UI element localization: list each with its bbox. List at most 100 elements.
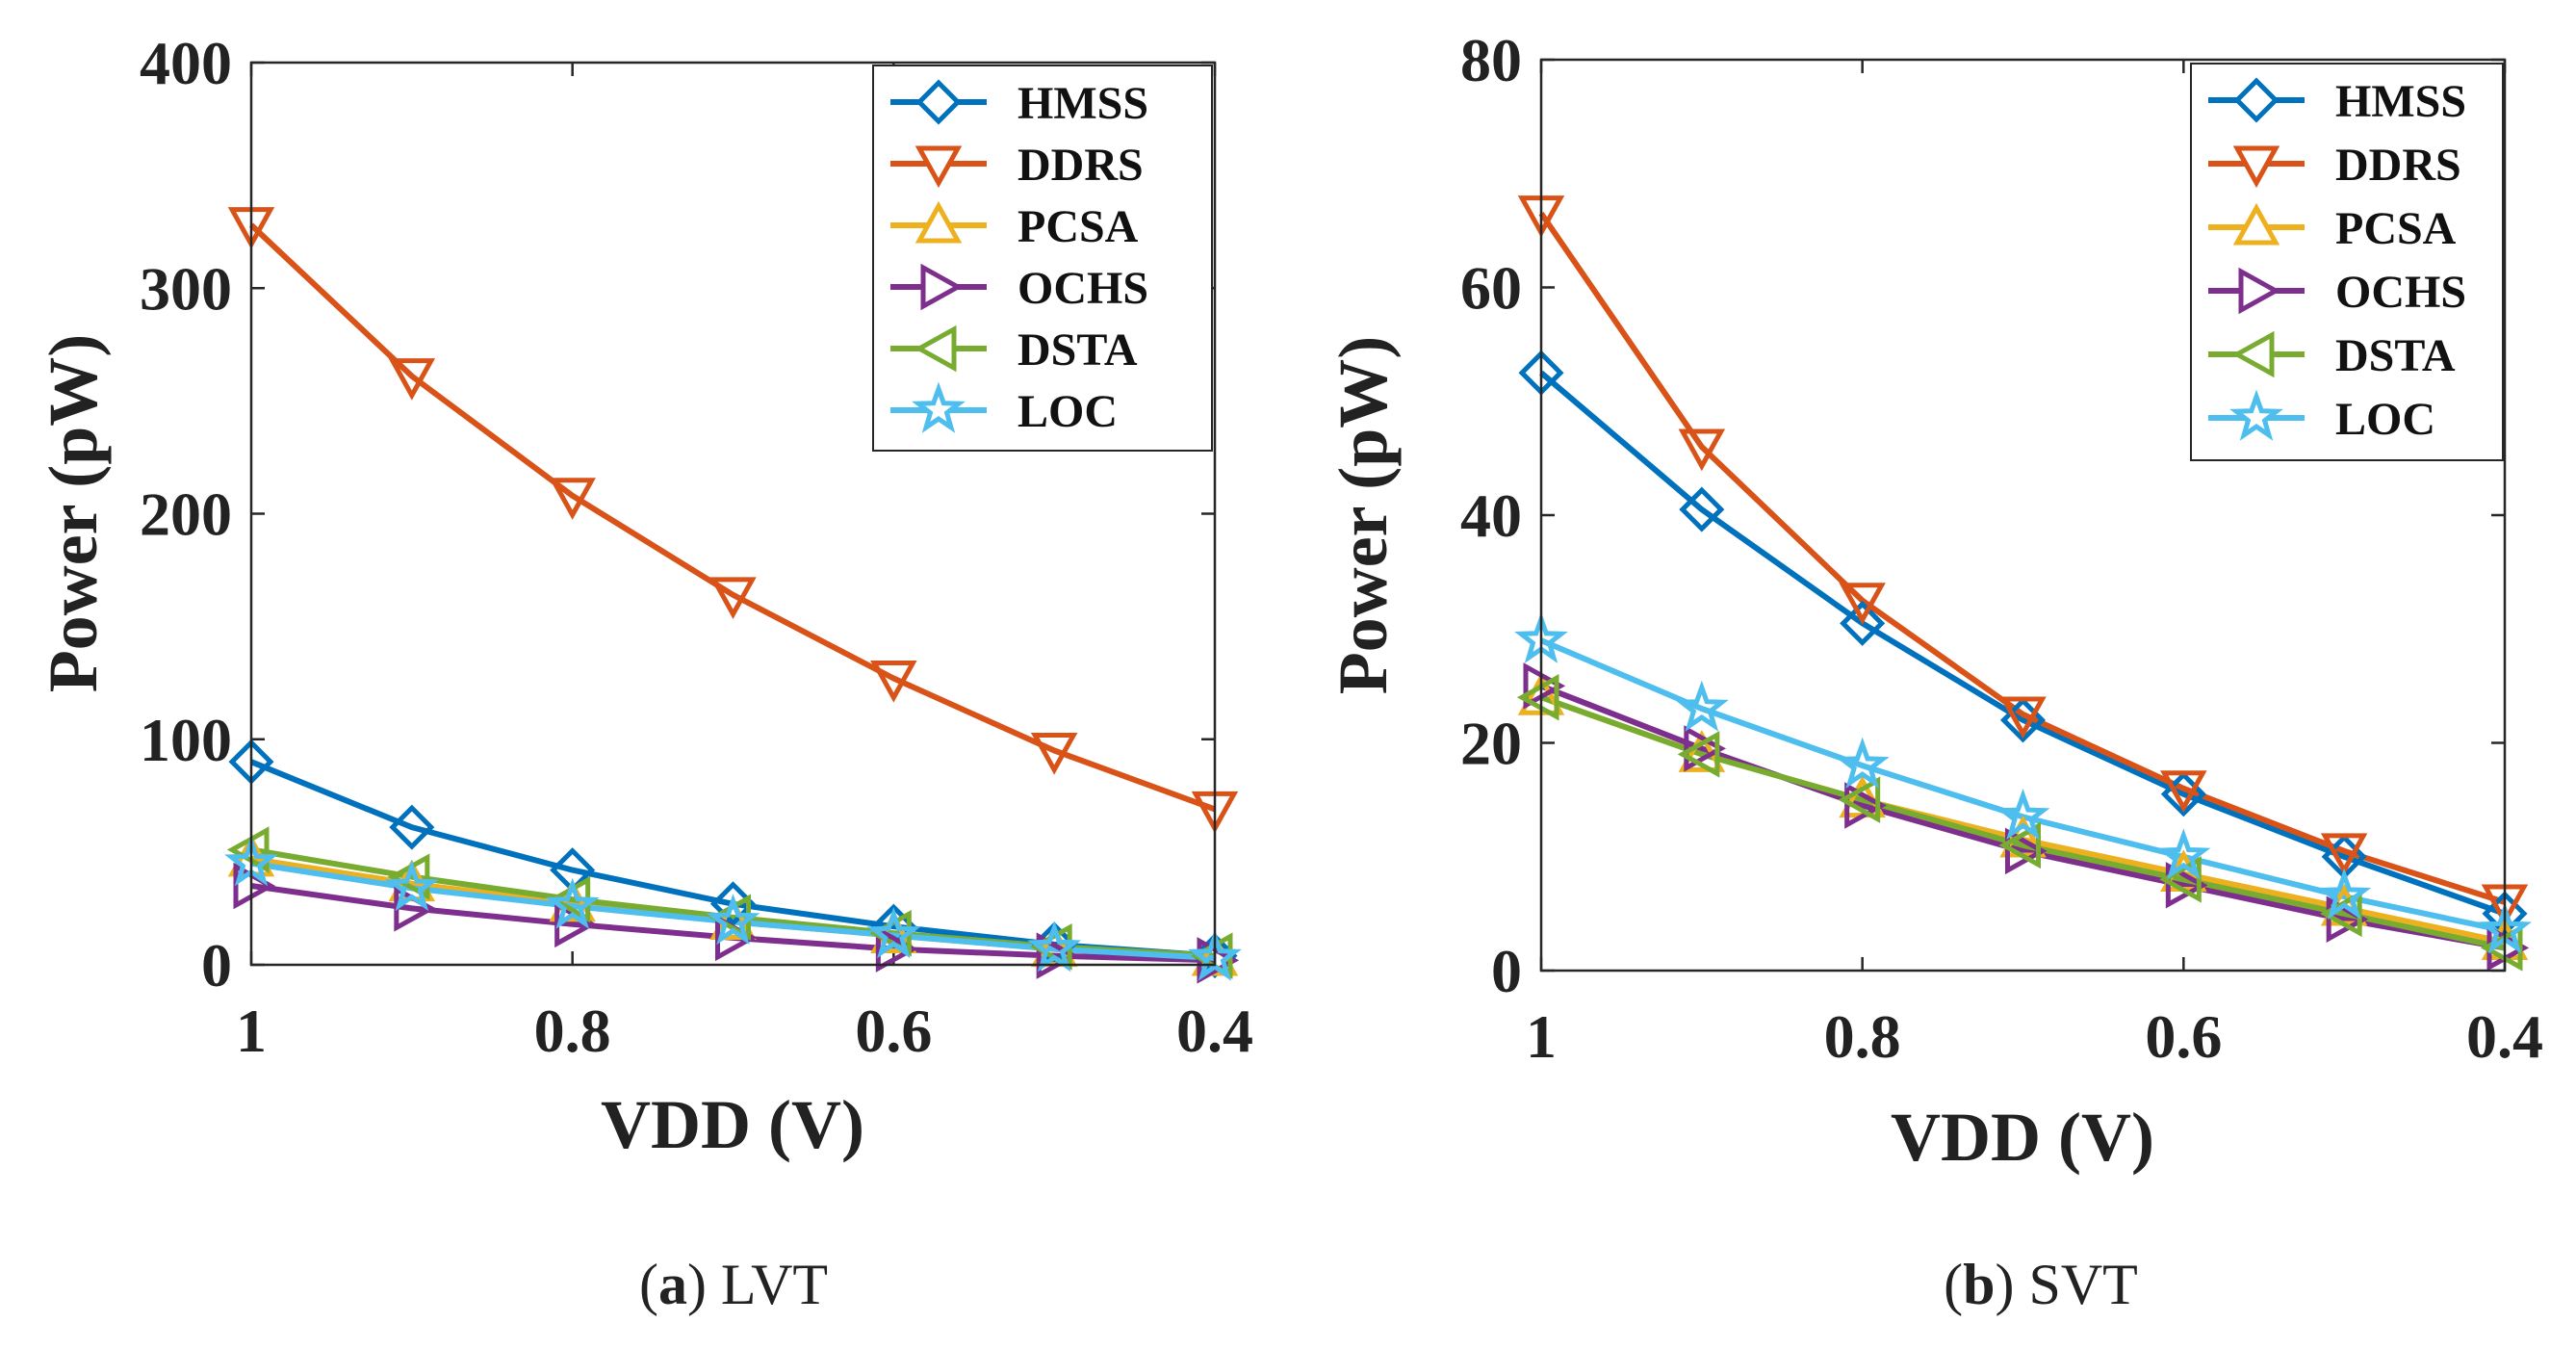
data-point-ddrs (1839, 583, 1886, 625)
data-point-ochs (875, 925, 918, 973)
data-point-ochs (2326, 895, 2369, 944)
data-point-loc (1674, 680, 1729, 732)
data-point-loc (1027, 921, 1082, 973)
data-point-ddrs (2160, 770, 2207, 813)
x-tick-label: 0.6 (855, 997, 932, 1065)
x-axis-label: VDD (V) (601, 1086, 864, 1163)
legend-marker-hmss (915, 79, 962, 125)
data-point-dsta (1516, 673, 1559, 721)
x-tick-label: 0.6 (2145, 1002, 2222, 1071)
y-tick-label: 80 (1460, 26, 1522, 94)
legend-label-pcsa: PCSA (2335, 203, 2457, 254)
y-tick-label: 0 (201, 931, 232, 999)
series-line-ddrs (1538, 211, 2506, 905)
x-tick-label: 1 (1526, 1002, 1557, 1071)
legend-marker-ochs (2238, 267, 2281, 315)
data-point-dsta (2159, 856, 2202, 903)
legend-label-loc: LOC (1018, 386, 1118, 437)
x-tick-label: 0.8 (534, 997, 611, 1065)
legend-marker-hmss (2233, 77, 2280, 123)
x-tick-label: 0.4 (1176, 997, 1253, 1065)
legend-label-hmss: HMSS (2335, 76, 2466, 127)
x-tick-label: 0.8 (1824, 1002, 1901, 1071)
legend-marker-ochs (920, 263, 964, 311)
y-tick-label: 20 (1460, 710, 1522, 778)
series-line-hmss (1539, 370, 2507, 917)
y-tick-label: 400 (140, 29, 232, 97)
data-point-ochs (1844, 782, 1887, 829)
data-point-ddrs (1678, 428, 1726, 472)
legend-marker-ddrs (2232, 145, 2280, 189)
series-markers (224, 207, 1242, 984)
caption: (b) SVT (1944, 1253, 2138, 1316)
y-axis-label: Power (pW) (1325, 336, 1402, 695)
legend-label-loc: LOC (2335, 394, 2435, 445)
legend-label-pcsa: PCSA (1018, 201, 1139, 252)
y-tick-labels: 0 20 40 60 80 (1460, 26, 1522, 1005)
legend-marker-pcsa (914, 200, 963, 244)
chart-panel-svt: 0 20 40 60 80 1 0.8 0.6 0.4 VDD (V) Powe… (1325, 26, 2543, 1316)
data-point-dsta (1838, 776, 1881, 823)
y-tick-labels: 0 100 200 300 400 (140, 29, 232, 999)
legend-box (2190, 63, 2504, 461)
data-point-ochs (233, 862, 276, 910)
series-line-ochs (1539, 683, 2506, 951)
legend-box (872, 65, 1213, 452)
caption: (a) LVT (639, 1253, 828, 1316)
x-tick-label: 0.4 (2466, 1002, 2543, 1071)
legend-marker-dsta (914, 324, 957, 373)
x-axis-label: VDD (V) (1891, 1099, 2154, 1176)
x-tick-labels: 1 0.8 0.6 0.4 (236, 997, 1253, 1065)
data-point-ddrs (870, 661, 917, 703)
data-point-loc (2317, 868, 2372, 920)
data-point-ochs (2005, 827, 2048, 875)
axes-box (249, 61, 1217, 967)
data-point-loc (706, 894, 760, 946)
x-tick-labels: 1 0.8 0.6 0.4 (1526, 1002, 2543, 1071)
caption-letter: b (1963, 1253, 1995, 1316)
legend-marker-ddrs (914, 145, 963, 189)
data-point-ochs (2165, 862, 2208, 909)
y-tick-label: 60 (1460, 254, 1522, 323)
data-point-hmss (389, 804, 435, 850)
data-point-ddrs (1030, 732, 1078, 775)
data-point-hmss (1840, 600, 1886, 646)
series-line-ddrs (248, 222, 1217, 813)
y-tick-label: 0 (1491, 937, 1522, 1005)
chart-panel-lvt: 0 100 200 300 400 1 0.8 0.6 0.4 VDD (V) … (35, 29, 1253, 1316)
data-point-hmss (1679, 486, 1725, 532)
data-point-loc (1996, 789, 2050, 841)
data-point-loc (866, 907, 921, 959)
data-point-ddrs (1999, 696, 2047, 739)
data-point-ochs (1684, 725, 1726, 772)
data-point-loc (2156, 828, 2211, 880)
legend-marker-dsta (2231, 330, 2275, 378)
legend-label-hmss: HMSS (1018, 78, 1148, 129)
legend-label-ochs: OCHS (2335, 267, 2466, 318)
y-tick-label: 100 (140, 706, 232, 774)
caption-text: SVT (2028, 1253, 2137, 1316)
legend-marker-loc (2229, 389, 2283, 441)
data-point-loc (384, 860, 439, 912)
legend-label-dsta: DSTA (1018, 324, 1138, 376)
caption-text: LVT (721, 1253, 828, 1316)
legend: HMSS DDRS PCSA OCHS DSTA LOC (2190, 63, 2504, 461)
data-point-ddrs (2320, 833, 2368, 875)
data-point-loc (545, 877, 600, 929)
data-point-loc (1835, 737, 1890, 789)
data-point-dsta (1677, 731, 1720, 778)
legend-label-ddrs: DDRS (2335, 140, 2461, 191)
data-point-pcsa (549, 879, 596, 922)
data-point-ddrs (388, 358, 436, 401)
legend-marker-loc (912, 381, 966, 433)
data-point-ddrs (549, 478, 596, 520)
y-tick-label: 200 (140, 480, 232, 549)
y-tick-label: 40 (1460, 481, 1522, 550)
legend-marker-pcsa (2232, 202, 2280, 246)
data-point-dsta (1998, 821, 2041, 869)
series-line-dsta (1539, 694, 2506, 951)
legend: HMSS DDRS PCSA OCHS DSTA LOC (872, 65, 1213, 452)
series-markers (1514, 195, 2532, 972)
axes-box (1539, 58, 2507, 973)
